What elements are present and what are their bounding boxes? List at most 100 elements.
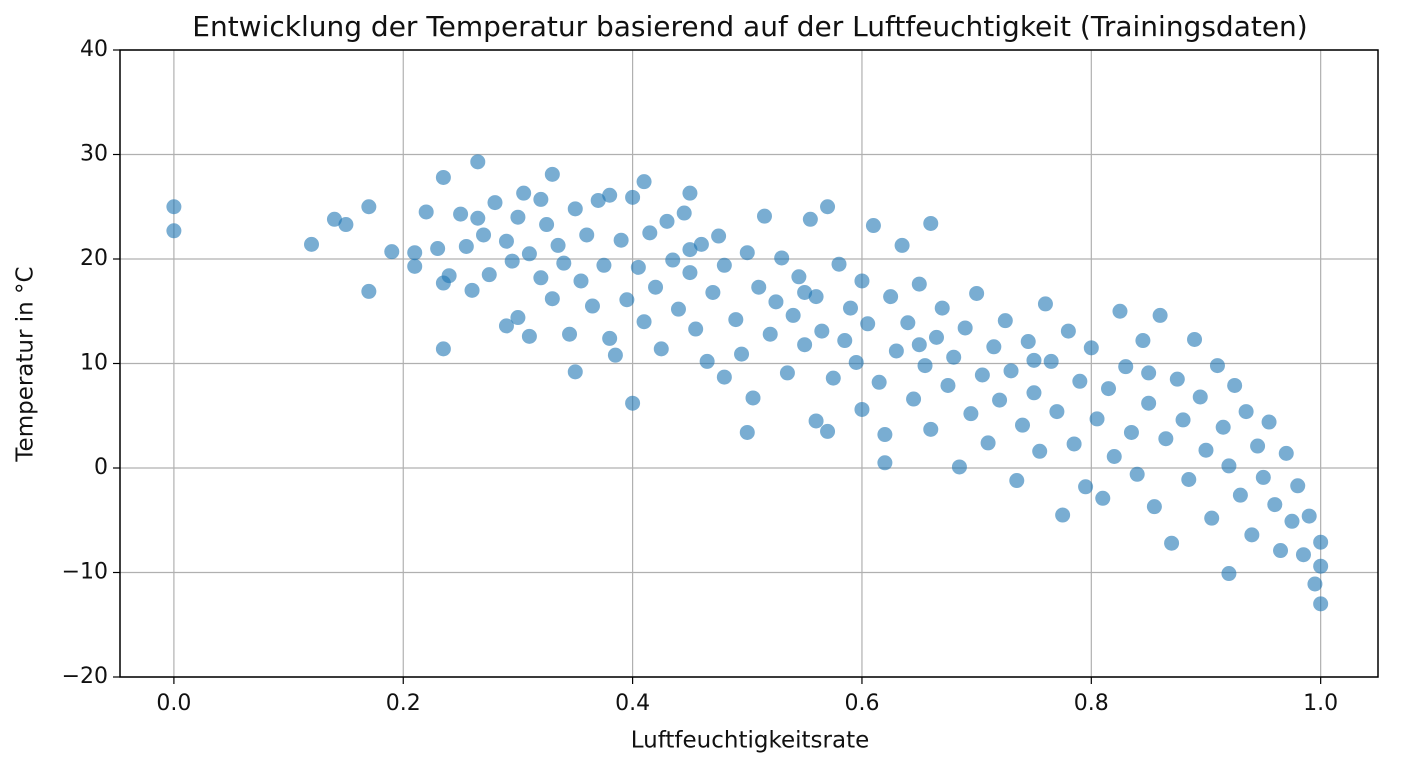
point xyxy=(860,316,876,332)
x-tick-label: 0.6 xyxy=(844,691,879,716)
point xyxy=(877,455,893,471)
point xyxy=(894,237,910,253)
x-axis-label: Luftfeuchtigkeitsrate xyxy=(631,728,870,754)
point xyxy=(1146,499,1162,515)
point xyxy=(825,370,841,386)
point xyxy=(544,291,560,307)
point xyxy=(716,369,732,385)
point xyxy=(636,174,652,190)
point xyxy=(562,326,578,342)
point xyxy=(1032,443,1048,459)
point xyxy=(510,209,526,225)
point xyxy=(842,300,858,316)
point xyxy=(1238,404,1254,420)
point xyxy=(504,253,520,269)
point xyxy=(969,285,985,301)
point xyxy=(837,333,853,349)
y-tick-label: −20 xyxy=(62,664,108,689)
point xyxy=(1026,385,1042,401)
point xyxy=(1003,363,1019,379)
point xyxy=(791,269,807,285)
point xyxy=(1204,510,1220,526)
point xyxy=(820,423,836,439)
y-tick-label: 40 xyxy=(80,37,108,62)
point xyxy=(1278,445,1294,461)
point xyxy=(1089,411,1105,427)
point xyxy=(785,307,801,323)
point xyxy=(1313,534,1329,550)
point xyxy=(779,365,795,381)
point xyxy=(928,329,944,345)
point xyxy=(888,343,904,359)
point xyxy=(814,323,830,339)
point xyxy=(1307,576,1323,592)
point xyxy=(974,367,990,383)
point xyxy=(923,215,939,231)
point xyxy=(1118,359,1134,375)
point xyxy=(751,279,767,295)
point xyxy=(946,349,962,365)
point xyxy=(682,242,698,258)
point xyxy=(166,199,182,215)
point xyxy=(533,191,549,207)
point xyxy=(682,185,698,201)
point xyxy=(361,283,377,299)
point xyxy=(1026,352,1042,368)
point xyxy=(693,236,709,252)
point xyxy=(361,199,377,215)
point xyxy=(1301,508,1317,524)
point xyxy=(739,245,755,261)
point xyxy=(1112,303,1128,319)
point xyxy=(1135,333,1151,349)
point xyxy=(871,374,887,390)
point xyxy=(607,347,623,363)
point xyxy=(1295,547,1311,563)
point xyxy=(802,211,818,227)
point xyxy=(1221,566,1237,582)
point xyxy=(808,289,824,305)
point xyxy=(1095,490,1111,506)
point xyxy=(665,252,681,268)
point xyxy=(470,210,486,226)
point xyxy=(596,257,612,273)
point xyxy=(682,265,698,281)
point xyxy=(911,337,927,353)
point xyxy=(648,279,664,295)
chart-title: Entwicklung der Temperatur basierend auf… xyxy=(192,10,1307,43)
point xyxy=(642,225,658,241)
point xyxy=(808,413,824,429)
point xyxy=(602,187,618,203)
point xyxy=(573,273,589,289)
point xyxy=(1244,527,1260,543)
point xyxy=(1055,507,1071,523)
point xyxy=(774,250,790,266)
point xyxy=(797,284,813,300)
point xyxy=(1152,307,1168,323)
point xyxy=(521,246,537,262)
point xyxy=(1106,449,1122,465)
point xyxy=(625,395,641,411)
point xyxy=(384,244,400,260)
point xyxy=(544,166,560,182)
point xyxy=(510,310,526,326)
point xyxy=(1049,404,1065,420)
point xyxy=(1169,371,1185,387)
x-tick-label: 0.8 xyxy=(1074,691,1109,716)
point xyxy=(1020,334,1036,350)
point xyxy=(883,289,899,305)
point xyxy=(1232,487,1248,503)
point xyxy=(739,424,755,440)
y-tick-label: −10 xyxy=(62,560,108,585)
point xyxy=(487,195,503,211)
point xyxy=(1123,424,1139,440)
point xyxy=(1227,377,1243,393)
point xyxy=(407,258,423,274)
point xyxy=(877,427,893,443)
point xyxy=(579,227,595,243)
point xyxy=(699,353,715,369)
point xyxy=(590,192,606,208)
point xyxy=(659,213,675,229)
point xyxy=(980,435,996,451)
point xyxy=(762,326,778,342)
